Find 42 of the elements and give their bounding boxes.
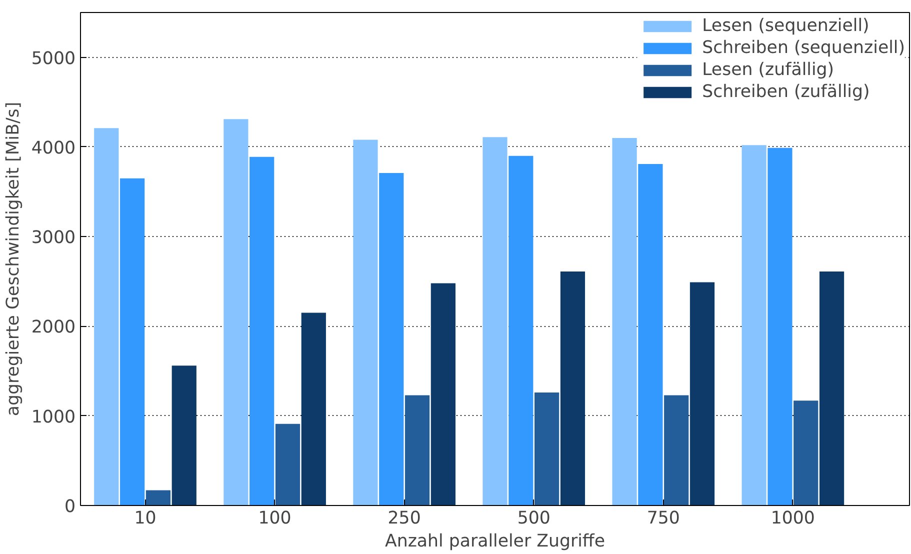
bar [120,178,145,506]
y-axis-title: aggregierte Geschwindigkeit [MiB/s] [3,102,24,416]
x-tick-label: 750 [646,508,680,528]
x-tick-label: 500 [517,508,550,528]
bar [146,490,171,506]
bar [560,272,586,506]
bar [353,140,378,506]
bar [508,156,534,506]
bar [819,272,844,506]
y-tick-label: 2000 [31,318,76,338]
bar [664,395,689,506]
legend-label: Schreiben (zufällig) [702,82,870,102]
bar [250,156,274,506]
bar [301,312,326,506]
bar [224,119,248,506]
bar [742,145,766,506]
bar [534,392,560,506]
y-tick-label: 0 [64,497,76,517]
bar [404,395,430,506]
bar [430,283,456,506]
bar [794,400,818,506]
bar [612,138,637,506]
y-tick-label: 5000 [31,48,76,69]
legend-label: Lesen (sequenziell) [702,16,870,36]
x-axis-title: Anzahl paralleler Zugriffe [385,532,606,552]
bar [94,128,119,506]
y-tick-label: 1000 [31,407,76,428]
x-tick-label: 250 [388,508,421,528]
bar [690,282,715,506]
legend-label: Schreiben (sequenziell) [702,38,905,58]
bar [275,424,300,506]
y-tick-label: 3000 [31,228,76,248]
bar [482,137,508,506]
bar [638,164,663,506]
bar [172,366,196,506]
x-tick-label: 10 [134,508,156,528]
legend-label: Lesen (zufällig) [702,60,834,80]
bar [379,172,404,506]
bar [768,148,792,506]
y-tick-label: 4000 [31,138,76,158]
x-tick-label: 100 [258,508,292,528]
x-tick-label: 1000 [770,508,815,528]
